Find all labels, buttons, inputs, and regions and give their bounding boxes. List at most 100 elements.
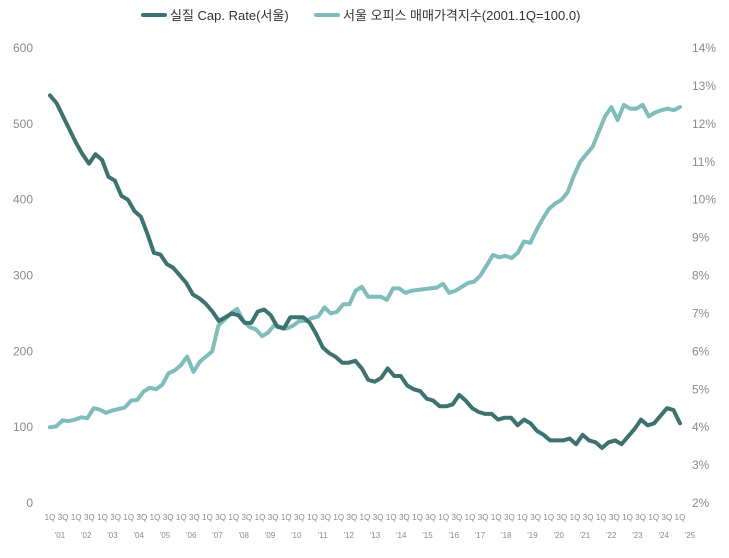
x-tick-label: 3Q — [452, 513, 463, 522]
y-right-tick-label: 12% — [692, 117, 716, 131]
x-tick-label: 3Q — [504, 513, 515, 522]
x-tick-label: 1Q — [543, 513, 554, 522]
x-tick-label: 1Q — [360, 513, 371, 522]
y-right-tick-label: 5% — [692, 382, 710, 396]
x-tick-label: 1Q — [281, 513, 292, 522]
x-tick-label: 1Q — [648, 513, 659, 522]
x-tick-label: 3Q — [294, 513, 305, 522]
x-tick-label: 1Q — [386, 513, 397, 522]
x-tick-label: 3Q — [530, 513, 541, 522]
series-line-price-index — [48, 102, 682, 430]
plot-area — [48, 93, 682, 450]
x-tick-label: 3Q — [399, 513, 410, 522]
y-right-tick-label: 10% — [692, 193, 716, 207]
x-year-label: '17 — [475, 531, 486, 540]
x-tick-label: 1Q — [255, 513, 266, 522]
x-year-label: '24 — [659, 531, 670, 540]
y-right-tick-label: 11% — [692, 155, 715, 169]
legend-label-price-index: 서울 오피스 매매가격지수(2001.1Q=100.0) — [343, 8, 580, 23]
x-tick-label: 3Q — [268, 513, 279, 522]
x-tick-label: 3Q — [58, 513, 69, 522]
x-year-label: '01 — [55, 531, 66, 540]
y-axis-right: 2% 3% 4% 5% 6% 7% 8% 9% 10% 11% 12% 13% 14% — [692, 41, 716, 510]
x-year-label: '13 — [370, 531, 381, 540]
x-tick-label: 3Q — [557, 513, 568, 522]
x-tick-label: 3Q — [609, 513, 620, 522]
y-left-tick-label: 0 — [26, 496, 33, 510]
x-tick-label: 1Q — [123, 513, 134, 522]
y-right-tick-label: 6% — [692, 344, 710, 358]
y-right-tick-label: 7% — [692, 306, 710, 320]
x-tick-label: 3Q — [373, 513, 384, 522]
y-right-tick-label: 3% — [692, 458, 710, 472]
x-year-label: '03 — [107, 531, 118, 540]
x-tick-label: 1Q — [675, 513, 686, 522]
x-tick-label: 3Q — [189, 513, 200, 522]
x-axis: 1Q 3Q 1Q 3Q 1Q 3Q 1Q 3Q 1Q 3Q 1Q 3Q 1Q 3Q 1Q 3Q 1Q 3Q 1Q 3Q… — [45, 513, 696, 540]
x-year-label: '19 — [527, 531, 538, 540]
x-tick-label: 3Q — [635, 513, 646, 522]
x-tick-label: 1Q — [491, 513, 502, 522]
x-year-label: '21 — [580, 531, 591, 540]
x-tick-label: 3Q — [583, 513, 594, 522]
x-tick-label: 3Q — [425, 513, 436, 522]
x-tick-label: 1Q — [412, 513, 423, 522]
x-year-label: '05 — [160, 531, 171, 540]
x-tick-label: 1Q — [176, 513, 187, 522]
x-tick-label: 1Q — [465, 513, 476, 522]
series-line-cap-rate — [48, 93, 682, 450]
x-tick-label: 1Q — [596, 513, 607, 522]
y-right-tick-label: 8% — [692, 269, 710, 283]
y-left-tick-label: 500 — [13, 117, 33, 131]
x-tick-label: 3Q — [242, 513, 253, 522]
y-right-tick-label: 14% — [692, 41, 716, 55]
x-year-label: '23 — [632, 531, 643, 540]
x-year-label: '07 — [212, 531, 223, 540]
x-tick-label: 3Q — [110, 513, 121, 522]
y-right-tick-label: 13% — [692, 79, 716, 93]
y-left-tick-label: 200 — [13, 344, 33, 358]
y-left-tick-label: 300 — [13, 269, 33, 283]
x-year-label: '12 — [344, 531, 355, 540]
x-year-label: '04 — [134, 531, 145, 540]
x-year-label: '15 — [422, 531, 433, 540]
legend-item-price-index[interactable]: 서울 오피스 매매가격지수(2001.1Q=100.0) — [314, 8, 580, 23]
x-year-label: '22 — [606, 531, 617, 540]
x-tick-label: 3Q — [478, 513, 489, 522]
x-tick-label: 1Q — [228, 513, 239, 522]
x-tick-label: 1Q — [333, 513, 344, 522]
x-tick-label: 1Q — [570, 513, 581, 522]
x-year-label: '18 — [501, 531, 512, 540]
legend-item-cap-rate[interactable]: 실질 Cap. Rate(서울) — [141, 8, 289, 23]
x-year-label: '08 — [239, 531, 250, 540]
x-tick-label: 3Q — [137, 513, 148, 522]
x-tick-label: 1Q — [622, 513, 633, 522]
y-right-tick-label: 9% — [692, 231, 710, 245]
x-year-label: '06 — [186, 531, 197, 540]
x-tick-label: 3Q — [84, 513, 95, 522]
x-tick-label: 1Q — [45, 513, 56, 522]
x-tick-label: 3Q — [662, 513, 673, 522]
y-left-tick-label: 100 — [13, 420, 33, 434]
x-tick-label: 3Q — [320, 513, 331, 522]
x-year-label: '25 — [685, 531, 696, 540]
legend: 실질 Cap. Rate(서울) 서울 오피스 매매가격지수(2001.1Q=1… — [141, 8, 580, 23]
x-tick-label: 1Q — [438, 513, 449, 522]
x-year-label: '11 — [318, 531, 328, 540]
x-tick-label: 1Q — [517, 513, 528, 522]
x-tick-label: 1Q — [71, 513, 82, 522]
x-year-label: '20 — [554, 531, 565, 540]
x-tick-label: 3Q — [163, 513, 174, 522]
y-right-tick-label: 2% — [692, 496, 710, 510]
x-tick-label: 1Q — [150, 513, 161, 522]
y-left-tick-label: 400 — [13, 193, 33, 207]
x-year-label: '10 — [291, 531, 302, 540]
x-year-label: '14 — [396, 531, 407, 540]
x-tick-label: 3Q — [215, 513, 226, 522]
x-tick-label: 1Q — [307, 513, 318, 522]
y-left-tick-label: 600 — [13, 41, 33, 55]
x-tick-label: 1Q — [202, 513, 213, 522]
x-year-label: '16 — [449, 531, 460, 540]
legend-label-cap-rate: 실질 Cap. Rate(서울) — [170, 8, 289, 23]
